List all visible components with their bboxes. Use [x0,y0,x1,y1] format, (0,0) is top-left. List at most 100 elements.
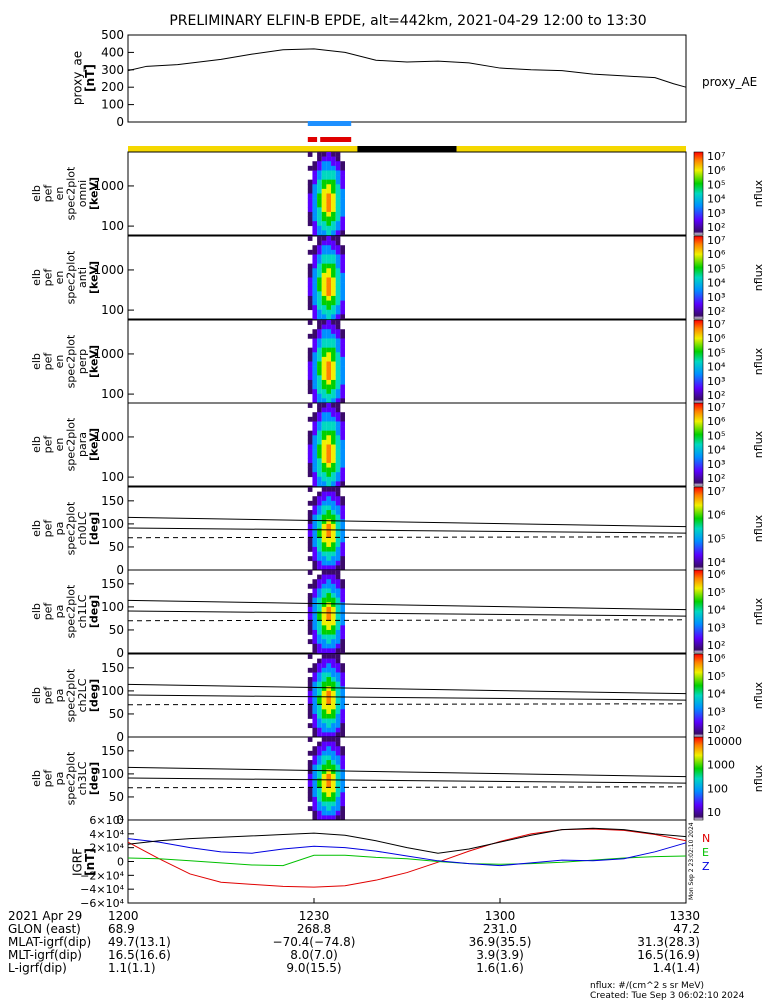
heatmap-cell [331,458,336,464]
heatmap-cell [312,588,318,594]
colorbar-tick-label: 10³ [707,291,725,304]
heatmap-cell [326,435,332,441]
heatmap-cell [317,230,322,236]
y-axis-label-line: elb [30,436,43,453]
heatmap-cell [317,667,322,673]
heatmap-cell [321,556,327,562]
heatmap-cell [335,792,341,798]
heatmap-cell [340,398,345,404]
heatmap-cell [331,188,336,194]
heatmap-cell [312,245,318,251]
heatmap-cell [312,760,318,765]
heatmap-cell [307,639,313,645]
heatmap-cell [312,546,318,552]
heatmap-cell [317,796,322,802]
heatmap-cell [340,384,345,390]
heatmap-cell [331,193,336,199]
heatmap-cell [326,309,332,315]
x-axis-value: 1.6(1.6) [476,961,524,975]
heatmap-cell [331,681,336,687]
heatmap-cell [321,616,327,622]
heatmap-cell [321,496,327,502]
heatmap-cell [317,625,322,631]
y-axis-label-line: anti [76,267,89,288]
heatmap-cell [340,783,345,789]
heatmap-cell [307,760,313,765]
y-axis-label-line: ch3LC [76,761,89,795]
heatmap-cell [335,309,341,315]
heatmap-cell [312,616,318,622]
heatmap-cell [331,472,336,478]
y-axis-label: IGRF[nT] [70,848,97,876]
shadow-bar [357,146,457,152]
heatmap-cell [335,338,341,344]
heatmap-cell [321,519,327,525]
heatmap-cell [307,300,313,306]
heatmap-cell [331,496,336,502]
heatmap-cell [321,259,327,264]
heatmap-cell [317,338,322,344]
heatmap-cell [321,277,327,283]
heatmap-cell [307,737,313,742]
heatmap-cell [340,760,345,765]
heatmap-cell [321,815,327,821]
heatmap-cell [317,207,322,213]
heatmap-cell [340,472,345,478]
heatmap-cell [326,750,332,756]
x-axis-value: −70.4(−74.8) [273,935,356,949]
science-zone-bar [307,137,318,142]
heatmap-cell [340,551,345,557]
x-axis-value: 9.0(15.5) [286,961,341,975]
heatmap-cell [312,560,318,566]
heatmap-cell [326,648,332,654]
heatmap-cell [312,343,318,348]
plot-frame [127,235,687,320]
y-axis-label-line: pef [41,686,54,705]
colorbar-tick-label: 10³ [707,705,725,718]
heatmap-cell [321,629,327,635]
heatmap-cell [335,546,341,552]
heatmap-cell [340,202,345,208]
heatmap-cell [331,810,336,816]
heatmap-cell [335,677,341,682]
heatmap-cell [312,476,318,482]
heatmap-cell [340,221,345,227]
heatmap-cell [335,152,341,157]
heatmap-cell [335,472,341,478]
heatmap-cell [340,542,345,548]
x-axis-value: 68.9 [108,922,135,936]
heatmap-cell [307,184,313,190]
heatmap-cell [335,629,341,635]
heatmap-cell [321,230,327,236]
heatmap-cell [331,305,336,311]
y-tick-label: 100 [101,600,124,614]
heatmap-cell [335,184,341,190]
heatmap-cell [335,672,341,678]
heatmap-cell [331,695,336,701]
heatmap-cell [307,467,313,473]
heatmap-cell [340,476,345,482]
heatmap-cell [321,356,327,362]
heatmap-cell [331,300,336,306]
heatmap-cell [331,773,336,779]
heatmap-cell [312,347,318,353]
heatmap-cell [317,750,322,756]
heatmap-cell [331,658,336,664]
heatmap-cell [317,629,322,635]
y-axis-label-line: ch1LC [76,594,89,628]
heatmap-cell [340,593,345,598]
heatmap-cell [317,769,322,775]
heatmap-cell [335,458,341,464]
heatmap-cell [317,583,322,589]
heatmap-cell [307,282,313,288]
y-tick-label: 100 [101,517,124,531]
heatmap-cell [312,806,318,812]
heatmap-cell [331,393,336,399]
heatmap-cell [331,343,336,348]
heatmap-cell [317,611,322,617]
heatmap-cell [321,737,327,742]
heatmap-cell [312,453,318,459]
heatmap-cell [317,352,322,358]
heatmap-cell [307,361,313,367]
heatmap-cell [326,551,332,557]
